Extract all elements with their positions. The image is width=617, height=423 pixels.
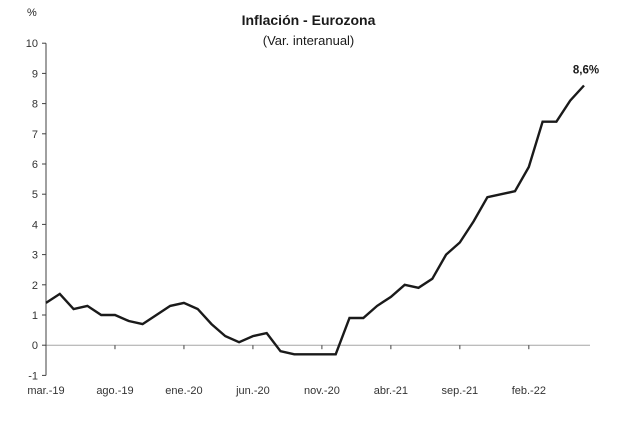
chart-subtitle: (Var. interanual)	[262, 33, 355, 48]
y-axis-unit-label: %	[27, 7, 37, 19]
y-tick-label: 9	[32, 68, 38, 80]
x-tick-label: mar.-19	[27, 385, 64, 397]
x-tick-label: nov.-20	[304, 385, 340, 397]
x-tick-label: ago.-19	[96, 385, 133, 397]
y-tick-label: 7	[32, 129, 38, 141]
x-tick-label: jun.-20	[235, 385, 270, 397]
x-tick-label: sep.-21	[441, 385, 478, 397]
chart-title: Inflación - Eurozona	[241, 12, 376, 28]
y-tick-label: 0	[32, 340, 38, 352]
y-tick-label: 1	[32, 310, 38, 322]
y-tick-label: 4	[32, 219, 38, 231]
y-tick-label: -1	[28, 370, 38, 382]
y-tick-label: 2	[32, 280, 38, 292]
y-tick-label: 8	[32, 99, 38, 111]
x-tick-label: ene.-20	[165, 385, 202, 397]
last-value-label: 8,6%	[573, 64, 599, 76]
x-tick-label: feb.-22	[512, 385, 546, 397]
y-tick-label: 10	[26, 38, 38, 50]
y-tick-label: 3	[32, 250, 38, 262]
inflation-line	[45, 84, 585, 356]
x-tick-label: abr.-21	[374, 385, 408, 397]
y-tick-label: 6	[32, 159, 38, 171]
y-tick-label: 5	[32, 189, 38, 201]
